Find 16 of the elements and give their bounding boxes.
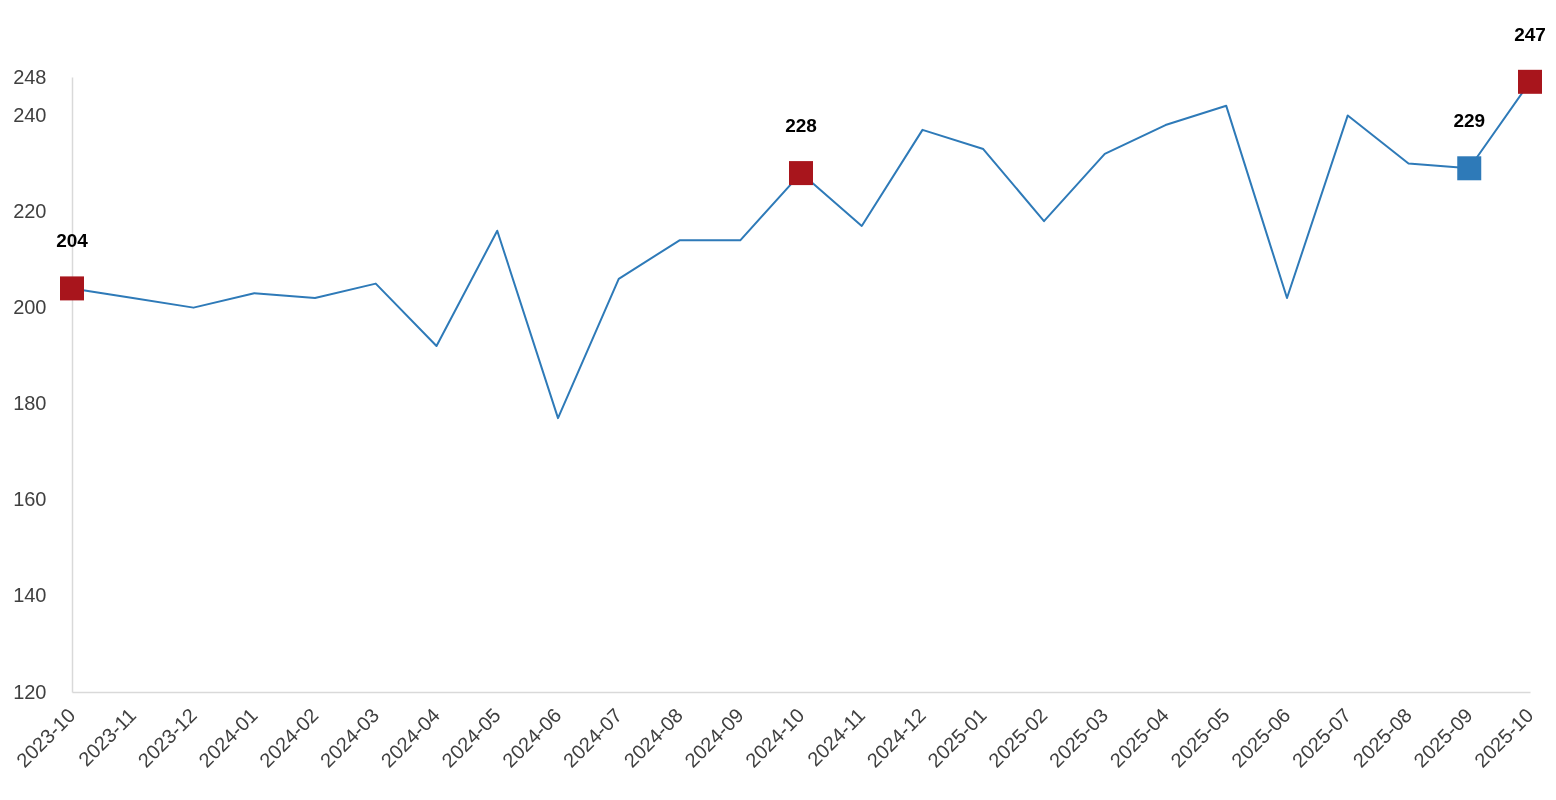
- point: [789, 161, 813, 186]
- y-tick-label: 160: [13, 488, 47, 511]
- y-tick-label: 200: [13, 296, 47, 319]
- point: [1457, 156, 1482, 181]
- data-label: 204: [56, 230, 89, 252]
- y-tick-label: 120: [13, 680, 47, 703]
- point: [60, 276, 84, 301]
- y-tick-label: 140: [13, 584, 47, 607]
- y-tick-label: 220: [13, 200, 47, 223]
- y-tick-label: 240: [13, 103, 47, 126]
- y-tick-label: 248: [13, 65, 47, 88]
- data-label: 228: [785, 115, 817, 137]
- y-tick-label: 180: [13, 392, 47, 415]
- data-label: 247: [1514, 23, 1546, 45]
- point: [1518, 69, 1542, 94]
- data-label: 229: [1453, 110, 1486, 132]
